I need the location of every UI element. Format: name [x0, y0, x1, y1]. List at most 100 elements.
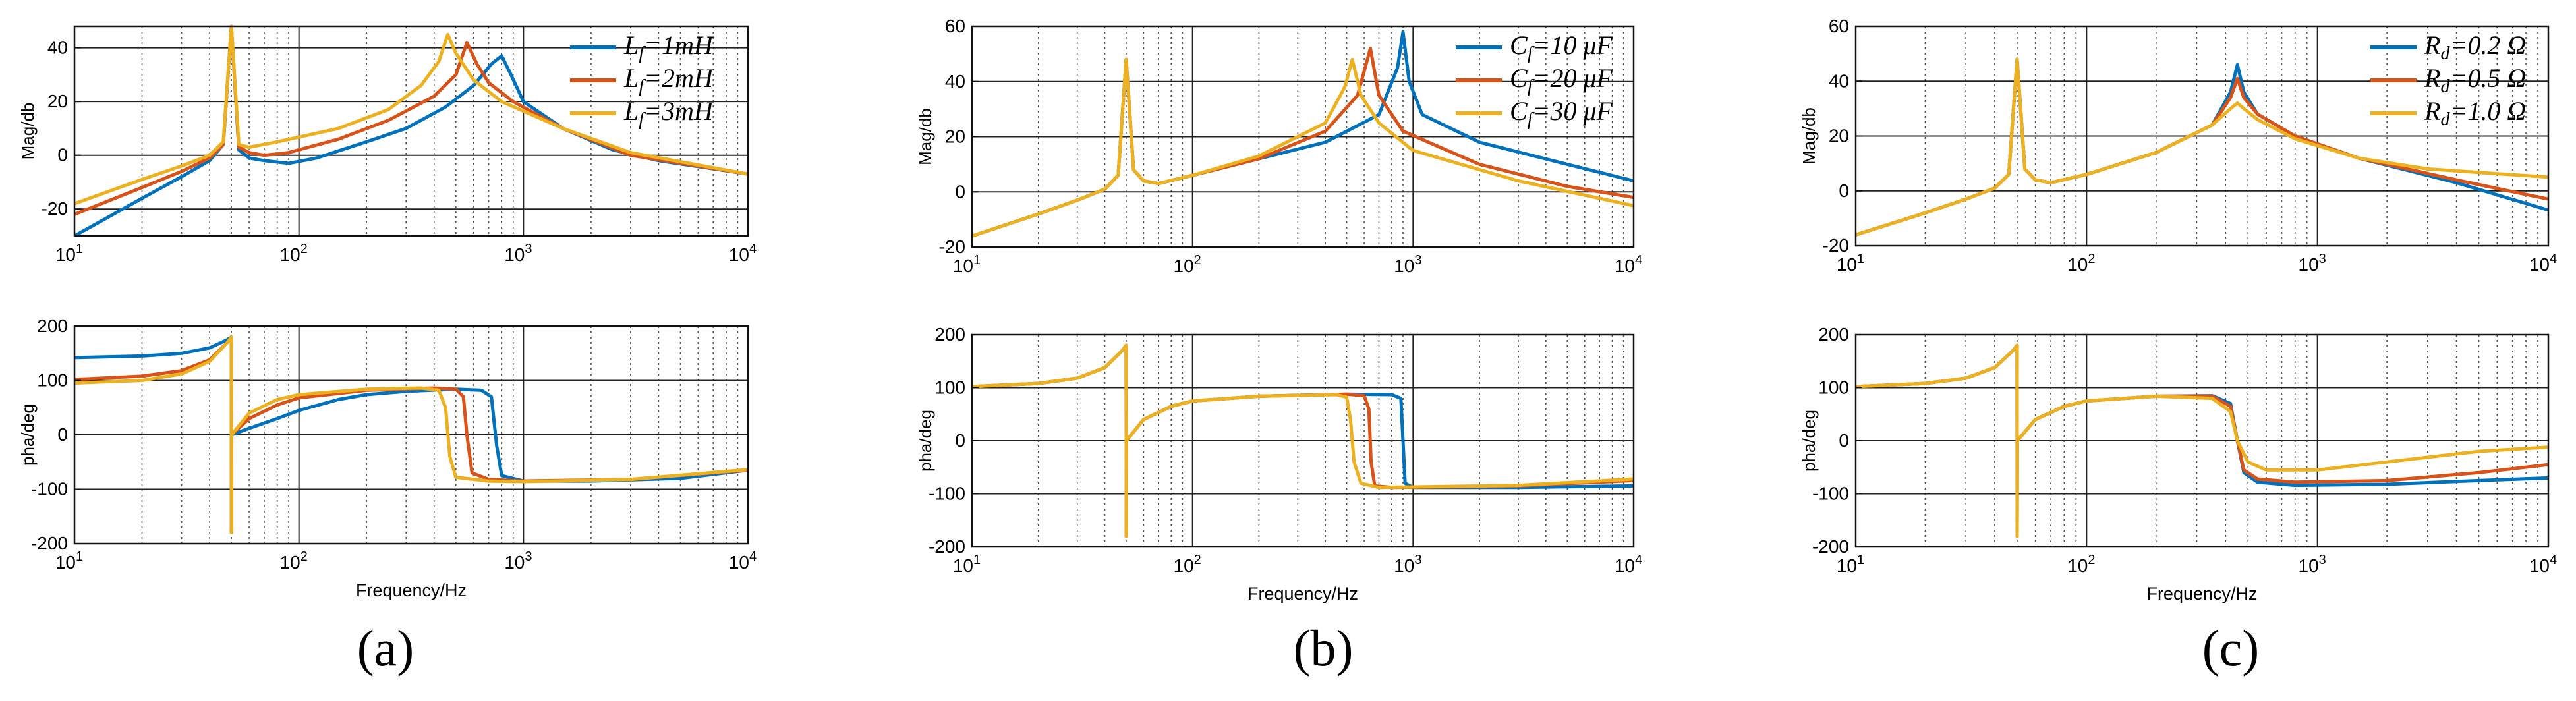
y-axis-label: pha/deg [915, 410, 935, 472]
series-line-3 [1855, 57, 2549, 237]
x-tick-label: 103 [2299, 553, 2326, 576]
y-tick-label: 20 [1829, 126, 1849, 146]
y-tick-label: -100 [31, 479, 68, 499]
panel-label-a: (a) [357, 619, 415, 677]
y-tick-label: 200 [934, 324, 965, 345]
legend-label: Lf=1mH [623, 30, 714, 64]
grid [1856, 26, 2548, 246]
plot-frame [73, 25, 749, 237]
y-tick-label: 40 [945, 71, 965, 92]
y-tick-label: -20 [42, 198, 68, 219]
x-tick-label: 103 [504, 242, 532, 265]
x-tick-label: 104 [729, 242, 757, 265]
series-line-3 [971, 57, 1634, 238]
x-tick-label: 104 [2529, 553, 2557, 576]
y-axis-label: pha/deg [1799, 410, 1819, 472]
y-tick-label: 40 [1829, 70, 1849, 91]
x-tick-label: 104 [1615, 553, 1642, 576]
legend-label: Cf=10 μF [1510, 30, 1613, 64]
y-tick-label: -20 [939, 237, 965, 257]
series-line-2 [74, 24, 749, 216]
y-axis-label: Mag/db [1799, 107, 1819, 165]
y-tick-label: 20 [47, 91, 68, 111]
panel-c-magnitude-plot: -20 0 20 40 60 101 102 103 104 Mag/db Rd=0.2 ΩRd=0… [1799, 16, 2557, 275]
x-tick-label: 102 [280, 242, 308, 265]
y-tick-label: 0 [1839, 430, 1849, 451]
series-line-3 [1855, 343, 2549, 538]
grid [74, 26, 748, 236]
x-axis-label: Frequency/Hz [356, 580, 467, 600]
x-tick-label: 101 [1837, 553, 1864, 576]
y-tick-label: -20 [1823, 235, 1849, 256]
x-tick-label: 104 [1615, 253, 1642, 276]
x-tick-label: 103 [1394, 253, 1421, 276]
x-tick-label: 102 [1174, 253, 1201, 276]
x-tick-label: 101 [55, 242, 83, 265]
y-tick-label: 20 [945, 126, 965, 147]
y-tick-label: 60 [945, 16, 965, 36]
x-tick-label: 104 [2529, 252, 2557, 275]
y-tick-label: 60 [1829, 16, 1849, 36]
y-tick-label: 0 [57, 424, 68, 445]
legend: Rd=0.2 ΩRd=0.5 ΩRd=1.0 Ω [2370, 30, 2526, 130]
plot-area [74, 26, 748, 236]
panel-label-b: (b) [1294, 619, 1354, 677]
x-tick-label: 102 [2067, 553, 2095, 576]
legend-label: Cf=30 μF [1510, 96, 1613, 130]
x-tick-label: 102 [2067, 252, 2095, 275]
y-axis-label: Mag/db [18, 103, 38, 160]
y-tick-label: -100 [929, 484, 965, 504]
y-tick-label: 0 [1839, 181, 1849, 201]
x-axis-label: Frequency/Hz [1247, 584, 1358, 603]
x-tick-label: 101 [55, 549, 83, 573]
y-tick-label: 100 [1818, 378, 1849, 398]
y-tick-label: 100 [934, 378, 965, 398]
series-group [971, 343, 1634, 538]
grid [1856, 335, 2548, 547]
series-line-1 [74, 335, 749, 534]
y-tick-label: 200 [1818, 324, 1849, 345]
x-tick-label: 104 [729, 549, 757, 573]
y-tick-label: -100 [1812, 484, 1849, 504]
series-group [74, 335, 749, 534]
y-tick-label: 200 [37, 316, 68, 336]
series-line-3 [74, 335, 749, 534]
x-tick-label: 101 [1837, 252, 1864, 275]
y-tick-label: -200 [31, 533, 68, 553]
y-tick-label: -200 [929, 536, 965, 557]
panel-b-phase-plot: -200 -100 0 100 200 101 102 103 104 pha/deg Freque… [915, 324, 1642, 603]
legend-label: Rd=0.5 Ω [2424, 63, 2526, 97]
y-tick-label: 100 [37, 370, 68, 391]
legend-label: Lf=3mH [623, 96, 714, 130]
x-tick-label: 101 [953, 253, 981, 276]
panel-c-phase-plot: -200 -100 0 100 200 101 102 103 104 pha/deg Freque… [1799, 324, 2557, 603]
y-tick-label: 0 [955, 181, 965, 202]
panel-a-phase-plot: -200 -100 0 100 200 101 102 103 104 pha/deg Freque… [18, 316, 757, 600]
legend-label: Rd=0.2 Ω [2424, 30, 2526, 64]
legend-label: Lf=2mH [623, 63, 714, 97]
series-line-3 [74, 24, 749, 206]
y-axis-label: Mag/db [915, 108, 935, 165]
legend-label: Cf=20 μF [1510, 63, 1613, 97]
x-tick-label: 103 [1394, 553, 1421, 576]
series-group [73, 24, 749, 238]
series-line-3 [971, 343, 1634, 538]
y-tick-label: 0 [57, 145, 68, 165]
x-tick-label: 103 [2299, 252, 2326, 275]
y-tick-label: 0 [955, 430, 965, 451]
y-tick-label: 40 [47, 38, 68, 58]
series-group [1855, 343, 2549, 538]
x-tick-label: 102 [1174, 553, 1201, 576]
x-tick-label: 103 [504, 549, 532, 573]
series-group [971, 30, 1634, 238]
x-tick-label: 101 [953, 553, 981, 576]
panel-label-c: (c) [2202, 619, 2260, 677]
series-group [1855, 57, 2549, 237]
panel-b-magnitude-plot: -20 0 20 40 60 101 102 103 104 Mag/db Cf=10 μFCf=2… [915, 16, 1642, 276]
legend-label: Rd=1.0 Ω [2424, 96, 2526, 130]
y-axis-label: pha/deg [18, 404, 38, 466]
x-axis-label: Frequency/Hz [2146, 584, 2257, 603]
